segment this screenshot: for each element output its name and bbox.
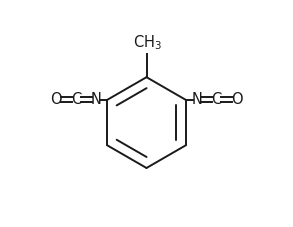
- Text: C: C: [212, 92, 222, 107]
- Text: CH$_3$: CH$_3$: [133, 33, 162, 52]
- Text: N: N: [191, 92, 202, 107]
- Text: C: C: [71, 92, 81, 107]
- Text: O: O: [231, 92, 243, 107]
- Text: O: O: [50, 92, 62, 107]
- Text: N: N: [91, 92, 102, 107]
